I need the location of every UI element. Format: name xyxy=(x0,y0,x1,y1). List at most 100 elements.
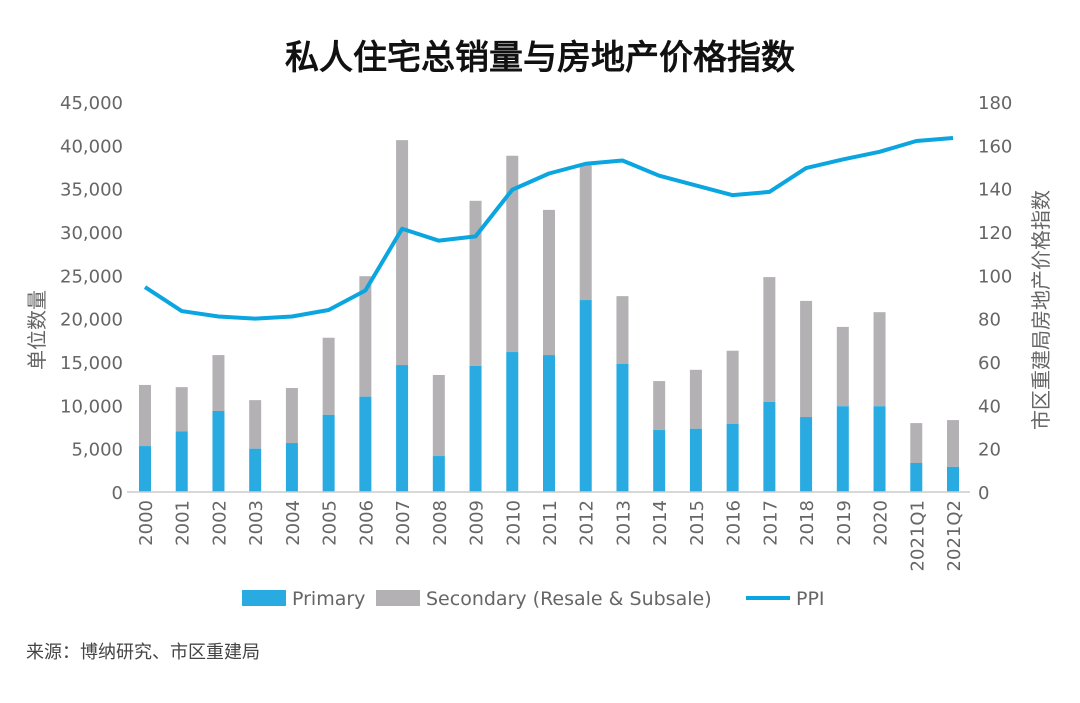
bar-secondary xyxy=(800,300,813,418)
y2-axis-label: 市区重建局房地产价格指数 xyxy=(1029,190,1053,430)
ppi-line xyxy=(143,135,954,321)
legend-label-ppi: PPI xyxy=(796,588,825,610)
y2-tick-label: 80 xyxy=(978,310,1001,331)
x-tick-label: 2013 xyxy=(613,500,634,546)
legend-label-secondary: Secondary (Resale & Subsale) xyxy=(426,588,712,610)
legend-swatch-primary xyxy=(242,590,286,606)
y2-tick-label: 180 xyxy=(978,93,1012,114)
bar-primary xyxy=(616,363,629,492)
y-tick-label: 40,000 xyxy=(60,136,123,157)
y-tick-label: 10,000 xyxy=(60,396,123,417)
x-tick-label: 2019 xyxy=(834,500,855,546)
x-tick-label: 2006 xyxy=(356,500,377,546)
x-tick-label: 2021Q2 xyxy=(944,500,965,571)
bar-secondary xyxy=(947,420,959,467)
bar-primary xyxy=(836,406,849,492)
x-tick-label: 2011 xyxy=(540,500,561,546)
x-tick-label: 2005 xyxy=(320,500,341,546)
bar-secondary xyxy=(726,350,739,424)
bar-primary xyxy=(726,423,739,492)
x-tick-label: 2021Q1 xyxy=(907,500,928,571)
y2-tick-label: 120 xyxy=(978,223,1012,244)
x-tick-label: 2017 xyxy=(760,500,781,546)
bar-secondary xyxy=(396,140,409,366)
bar-secondary xyxy=(763,277,776,402)
bar-secondary xyxy=(322,337,335,415)
x-tick-label: 2003 xyxy=(246,500,267,546)
bar-primary xyxy=(506,352,519,492)
legend-swatch-secondary xyxy=(376,590,420,606)
x-tick-label: 2012 xyxy=(577,500,598,546)
x-tick-label: 2001 xyxy=(173,500,194,546)
y-tick-label: 30,000 xyxy=(60,223,123,244)
chart-title: 私人住宅总销量与房地产价格指数 xyxy=(285,38,795,78)
bar-secondary xyxy=(249,400,262,449)
bar-primary xyxy=(249,448,262,492)
x-tick-label: 2020 xyxy=(871,500,892,546)
bar-primary xyxy=(175,431,188,492)
y2-tick-label: 20 xyxy=(978,440,1001,461)
x-tick-label: 2010 xyxy=(503,500,524,546)
x-tick-label: 2009 xyxy=(467,500,488,546)
bar-primary xyxy=(579,300,592,492)
bar-primary xyxy=(947,466,959,492)
x-tick-label: 2008 xyxy=(430,500,451,546)
y-tick-label: 0 xyxy=(112,483,123,504)
y2-tick-label: 100 xyxy=(978,266,1012,287)
bar-secondary xyxy=(359,276,372,397)
x-tick-label: 2018 xyxy=(797,500,818,546)
bar-secondary xyxy=(579,165,592,301)
y-axis-label: 单位数量 xyxy=(25,290,49,370)
bar-secondary xyxy=(873,312,886,407)
x-tick-label: 2000 xyxy=(136,500,157,546)
bar-secondary xyxy=(432,375,445,457)
bar-secondary xyxy=(469,200,482,366)
bar-secondary xyxy=(616,296,629,364)
y-tick-label: 5,000 xyxy=(71,440,123,461)
y-tick-label: 35,000 xyxy=(60,180,123,201)
legend-label-primary: Primary xyxy=(292,588,365,610)
bar-primary xyxy=(359,396,372,492)
source-note: 来源：博纳研究、市区重建局 xyxy=(26,642,260,663)
bar-primary xyxy=(469,365,482,492)
bar-primary xyxy=(910,462,923,492)
bar-primary xyxy=(285,443,298,492)
bar-secondary xyxy=(836,326,849,407)
bar-primary xyxy=(763,401,776,492)
y2-tick-label: 40 xyxy=(978,396,1001,417)
x-tick-label: 2014 xyxy=(650,500,671,546)
bar-secondary xyxy=(285,388,298,444)
bar-primary xyxy=(689,428,702,492)
bar-primary xyxy=(212,410,225,492)
x-tick-label: 2016 xyxy=(724,500,745,546)
bar-primary xyxy=(873,406,886,492)
x-tick-label: 2004 xyxy=(283,500,304,546)
bar-secondary xyxy=(910,423,923,463)
bar-primary xyxy=(322,414,335,492)
bar-primary xyxy=(653,430,666,492)
y2-tick-label: 0 xyxy=(978,483,989,504)
x-tick-label: 2002 xyxy=(209,500,230,546)
bar-primary xyxy=(800,417,813,492)
bar-primary xyxy=(396,365,409,492)
y2-tick-label: 160 xyxy=(978,136,1012,157)
y2-tick-label: 140 xyxy=(978,180,1012,201)
bar-secondary xyxy=(543,209,555,356)
y-tick-label: 15,000 xyxy=(60,353,123,374)
bar-secondary xyxy=(139,384,151,447)
y2-tick-label: 60 xyxy=(978,353,1001,374)
y-tick-label: 20,000 xyxy=(60,310,123,331)
bar-primary xyxy=(139,446,151,492)
y-tick-label: 45,000 xyxy=(60,93,123,114)
bar-primary xyxy=(432,456,445,492)
bar-secondary xyxy=(212,355,225,411)
bar-secondary xyxy=(506,155,519,353)
bar-primary xyxy=(543,355,555,492)
bar-secondary xyxy=(689,369,702,429)
x-tick-label: 2007 xyxy=(393,500,414,546)
y-tick-label: 25,000 xyxy=(60,266,123,287)
chart: 0 5,000 10,000 15,000 20,000 25,000 30,000 35,0… xyxy=(25,93,1053,610)
x-tick-label: 2015 xyxy=(687,500,708,546)
bar-secondary xyxy=(175,387,188,432)
bar-secondary xyxy=(653,381,666,431)
